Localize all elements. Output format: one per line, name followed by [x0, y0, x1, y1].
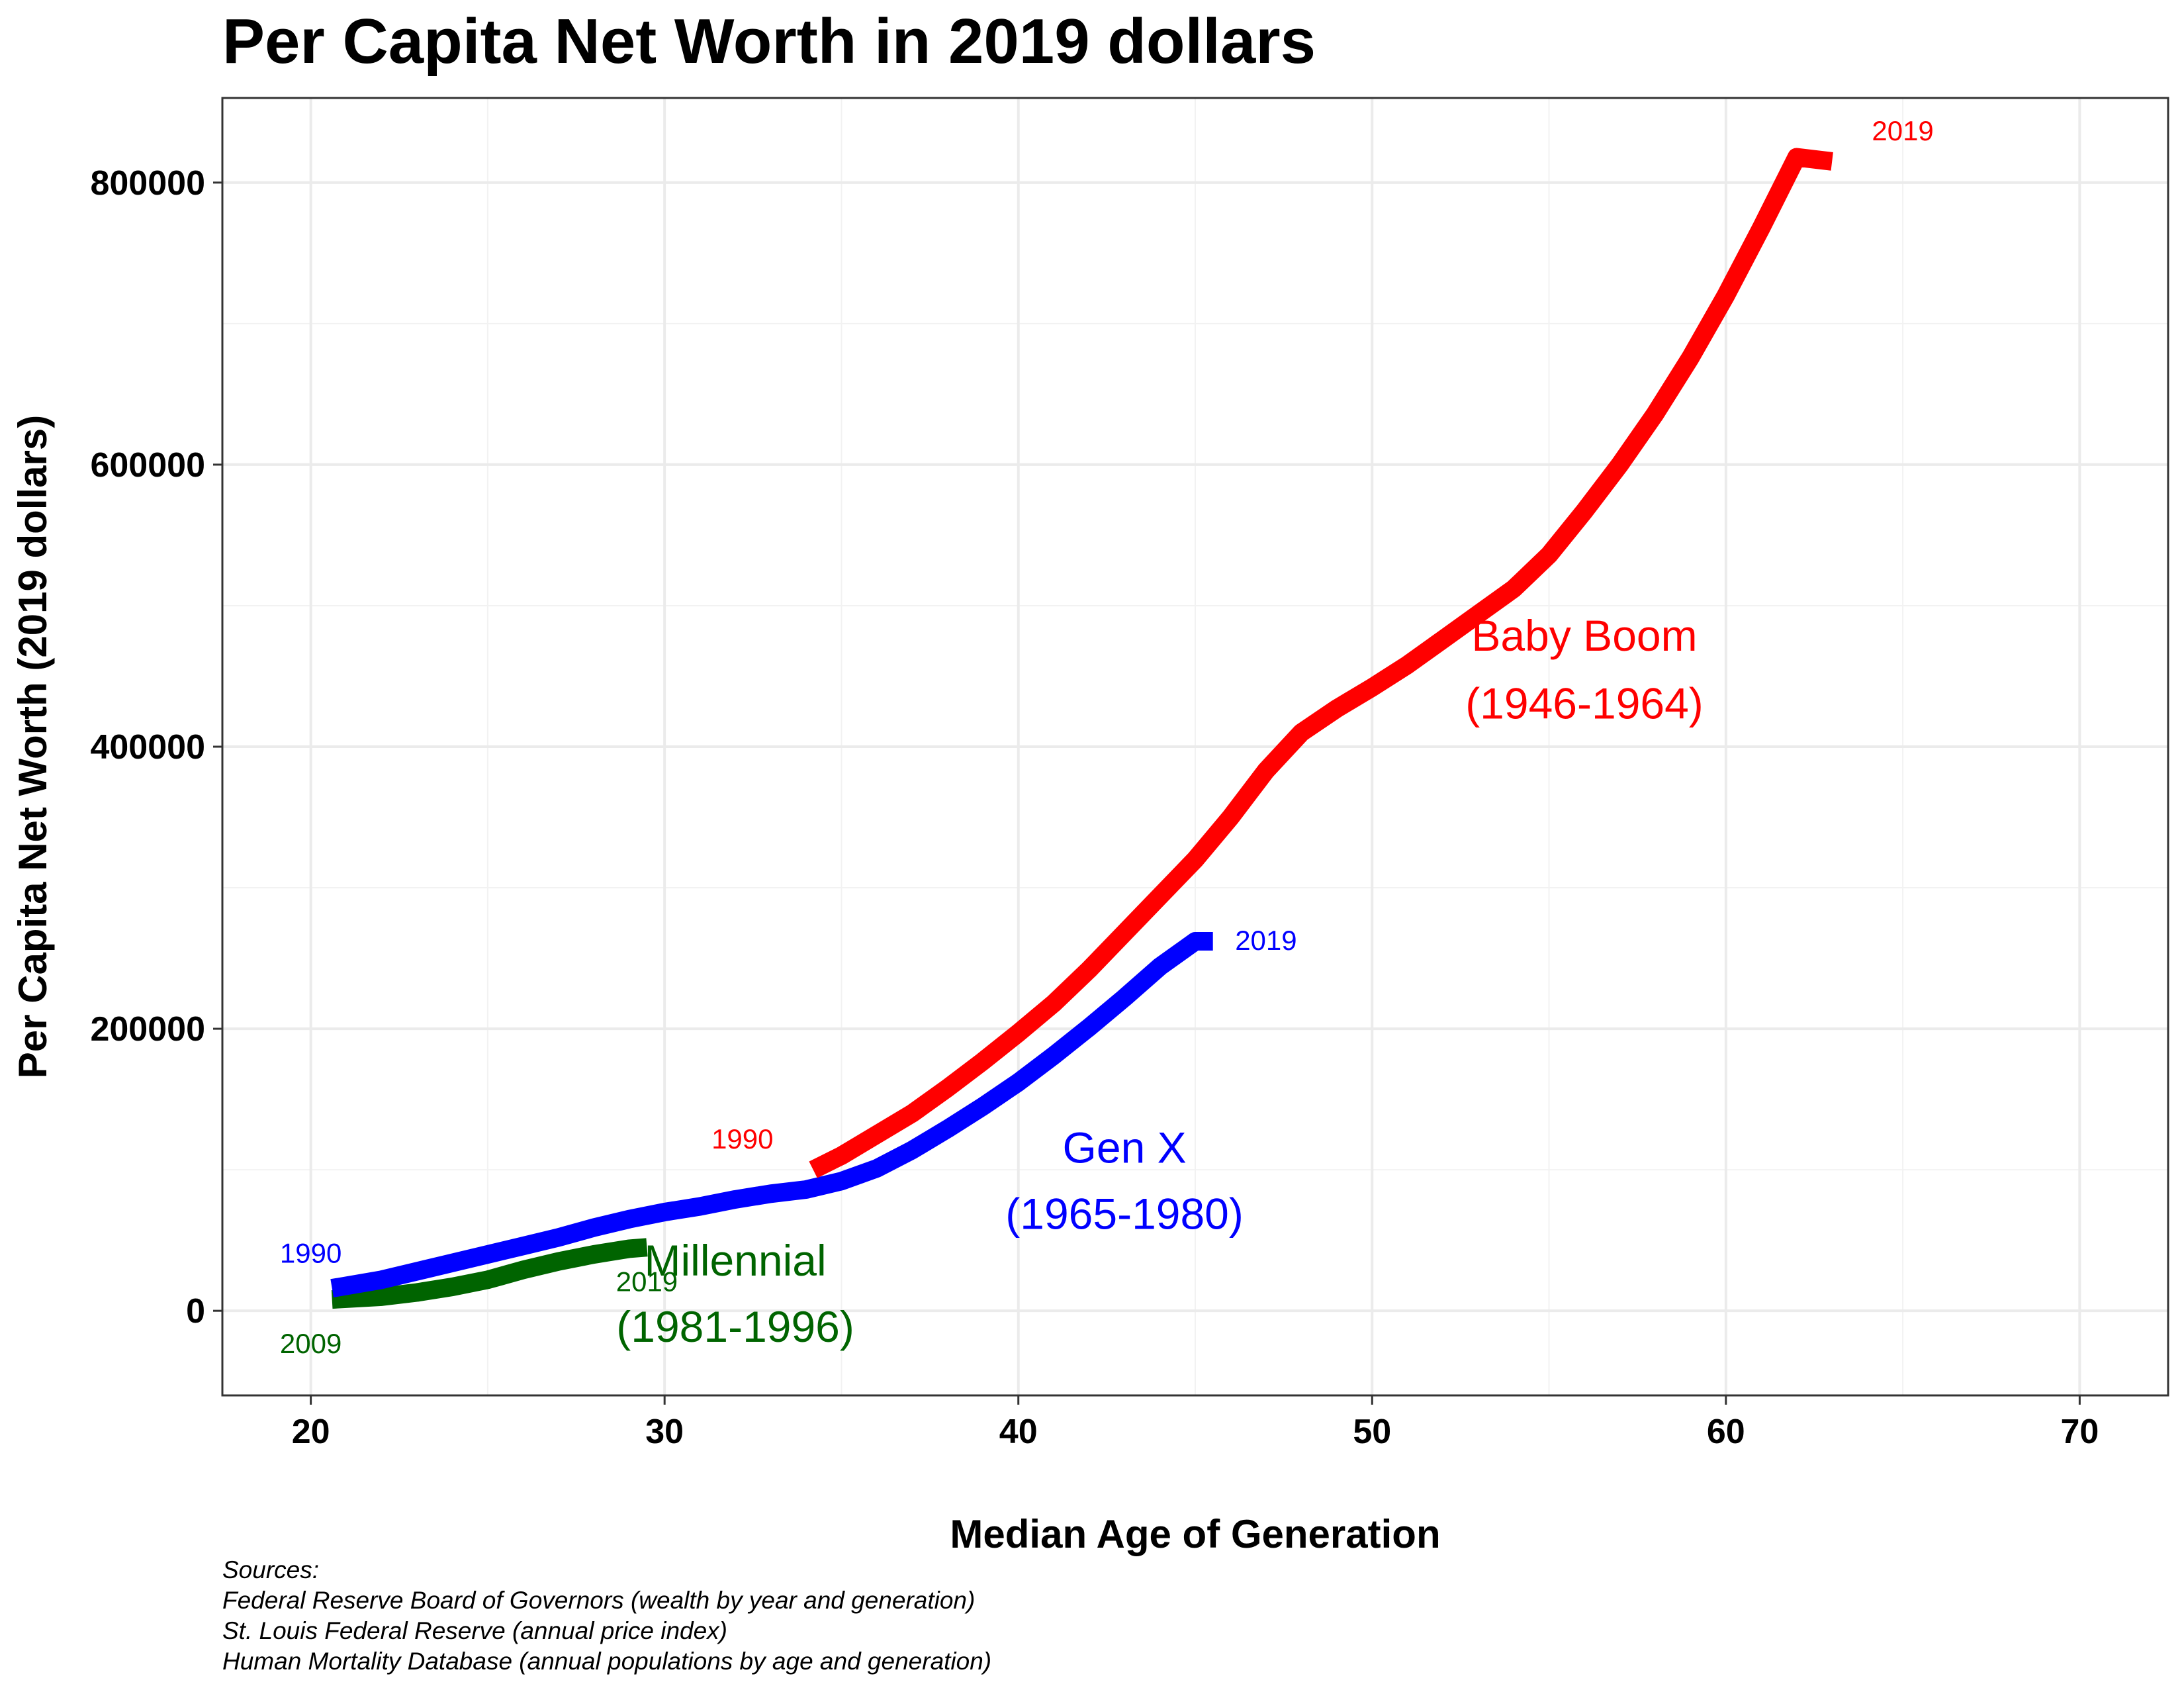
x-axis-title: Median Age of Generation [950, 1512, 1440, 1556]
caption-heading: Sources: [222, 1556, 319, 1583]
generation-years-baby-boom: (1946-1964) [1465, 679, 1704, 727]
series-annotations: Baby Boom (1946-1964) 1990 2019 Gen X (1965-1… [280, 115, 1934, 1359]
series-line-gen-x [330, 932, 1213, 1297]
sources-caption: Sources: Federal Reserve Board of Governo… [222, 1556, 991, 1675]
generation-label-gen-x: Gen X [1063, 1123, 1187, 1172]
plot-area [221, 97, 2169, 1397]
caption-source-line: St. Louis Federal Reserve (annual price … [222, 1617, 727, 1644]
x-tick-label: 50 [1353, 1413, 1391, 1451]
x-tick-label: 30 [645, 1413, 684, 1451]
generation-label-baby-boom: Baby Boom [1471, 611, 1697, 660]
x-tick-label: 40 [999, 1413, 1038, 1451]
y-axis-title: Per Capita Net Worth (2019 dollars) [11, 415, 55, 1078]
caption-source-line: Human Mortality Database (annual populat… [222, 1648, 991, 1675]
y-tick-label: 400000 [90, 728, 205, 767]
y-tick-label: 800000 [90, 164, 205, 203]
generation-years-gen-x: (1965-1980) [1005, 1190, 1244, 1239]
x-tick-label: 20 [292, 1413, 330, 1451]
grid-lines [222, 98, 2168, 1395]
generation-label-millennial: Millennial [645, 1236, 827, 1285]
end-year-label-gen-x: 2019 [1235, 925, 1297, 956]
x-tick-label: 70 [2060, 1413, 2099, 1451]
y-tick-label: 0 [186, 1292, 205, 1331]
y-tick-label: 600000 [90, 446, 205, 485]
end-year-label-baby-boom: 2019 [1872, 115, 1933, 146]
chart-title: Per Capita Net Worth in 2019 dollars [222, 6, 1316, 77]
caption-source-line: Federal Reserve Board of Governors (weal… [222, 1587, 975, 1614]
end-year-label-millennial: 2019 [616, 1266, 678, 1297]
series-line-millennial [331, 1238, 648, 1309]
x-tick-label: 60 [1707, 1413, 1745, 1451]
series-line-baby-boom [809, 148, 1833, 1178]
start-year-label-millennial: 2009 [280, 1328, 341, 1359]
start-year-label-gen-x: 1990 [280, 1238, 341, 1269]
y-tick-label: 200000 [90, 1010, 205, 1049]
generation-years-millennial: (1981-1996) [616, 1302, 854, 1351]
series-lines [330, 148, 1833, 1309]
axis-ticks: 20 30 40 50 60 70 0 200000 400000 600000 800000 [90, 164, 2099, 1451]
start-year-label-baby-boom: 1990 [711, 1123, 773, 1154]
